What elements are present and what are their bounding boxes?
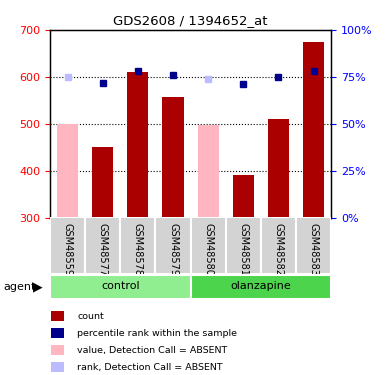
FancyBboxPatch shape [50, 275, 191, 298]
Bar [268, 119, 289, 218]
FancyBboxPatch shape [226, 217, 261, 274]
FancyBboxPatch shape [85, 217, 121, 274]
FancyBboxPatch shape [191, 275, 331, 298]
FancyBboxPatch shape [296, 217, 331, 274]
Text: GSM48580: GSM48580 [203, 223, 213, 276]
Text: value, Detection Call = ABSENT: value, Detection Call = ABSENT [77, 346, 227, 355]
FancyBboxPatch shape [261, 217, 296, 274]
Text: GSM48559: GSM48559 [63, 223, 73, 276]
Text: count: count [77, 312, 104, 321]
Text: agent: agent [4, 282, 36, 292]
Bar [127, 72, 148, 217]
Bar [198, 124, 219, 217]
Text: control: control [101, 281, 140, 291]
Bar [303, 42, 324, 218]
Text: percentile rank within the sample: percentile rank within the sample [77, 329, 237, 338]
Text: GSM48582: GSM48582 [273, 223, 283, 276]
FancyBboxPatch shape [50, 217, 85, 274]
Text: olanzapine: olanzapine [231, 281, 291, 291]
Bar [162, 97, 184, 218]
Bar [57, 124, 78, 218]
FancyBboxPatch shape [191, 217, 226, 274]
Text: GSM48579: GSM48579 [168, 223, 178, 276]
Text: ▶: ▶ [33, 280, 42, 293]
Text: rank, Detection Call = ABSENT: rank, Detection Call = ABSENT [77, 363, 223, 372]
Title: GDS2608 / 1394652_at: GDS2608 / 1394652_at [113, 15, 268, 27]
FancyBboxPatch shape [156, 217, 191, 274]
Bar [92, 147, 113, 218]
Text: GSM48577: GSM48577 [98, 223, 108, 276]
Bar [233, 176, 254, 217]
Text: GSM48578: GSM48578 [133, 223, 143, 276]
FancyBboxPatch shape [121, 217, 156, 274]
Text: GSM48581: GSM48581 [238, 223, 248, 276]
Text: GSM48583: GSM48583 [308, 223, 318, 276]
